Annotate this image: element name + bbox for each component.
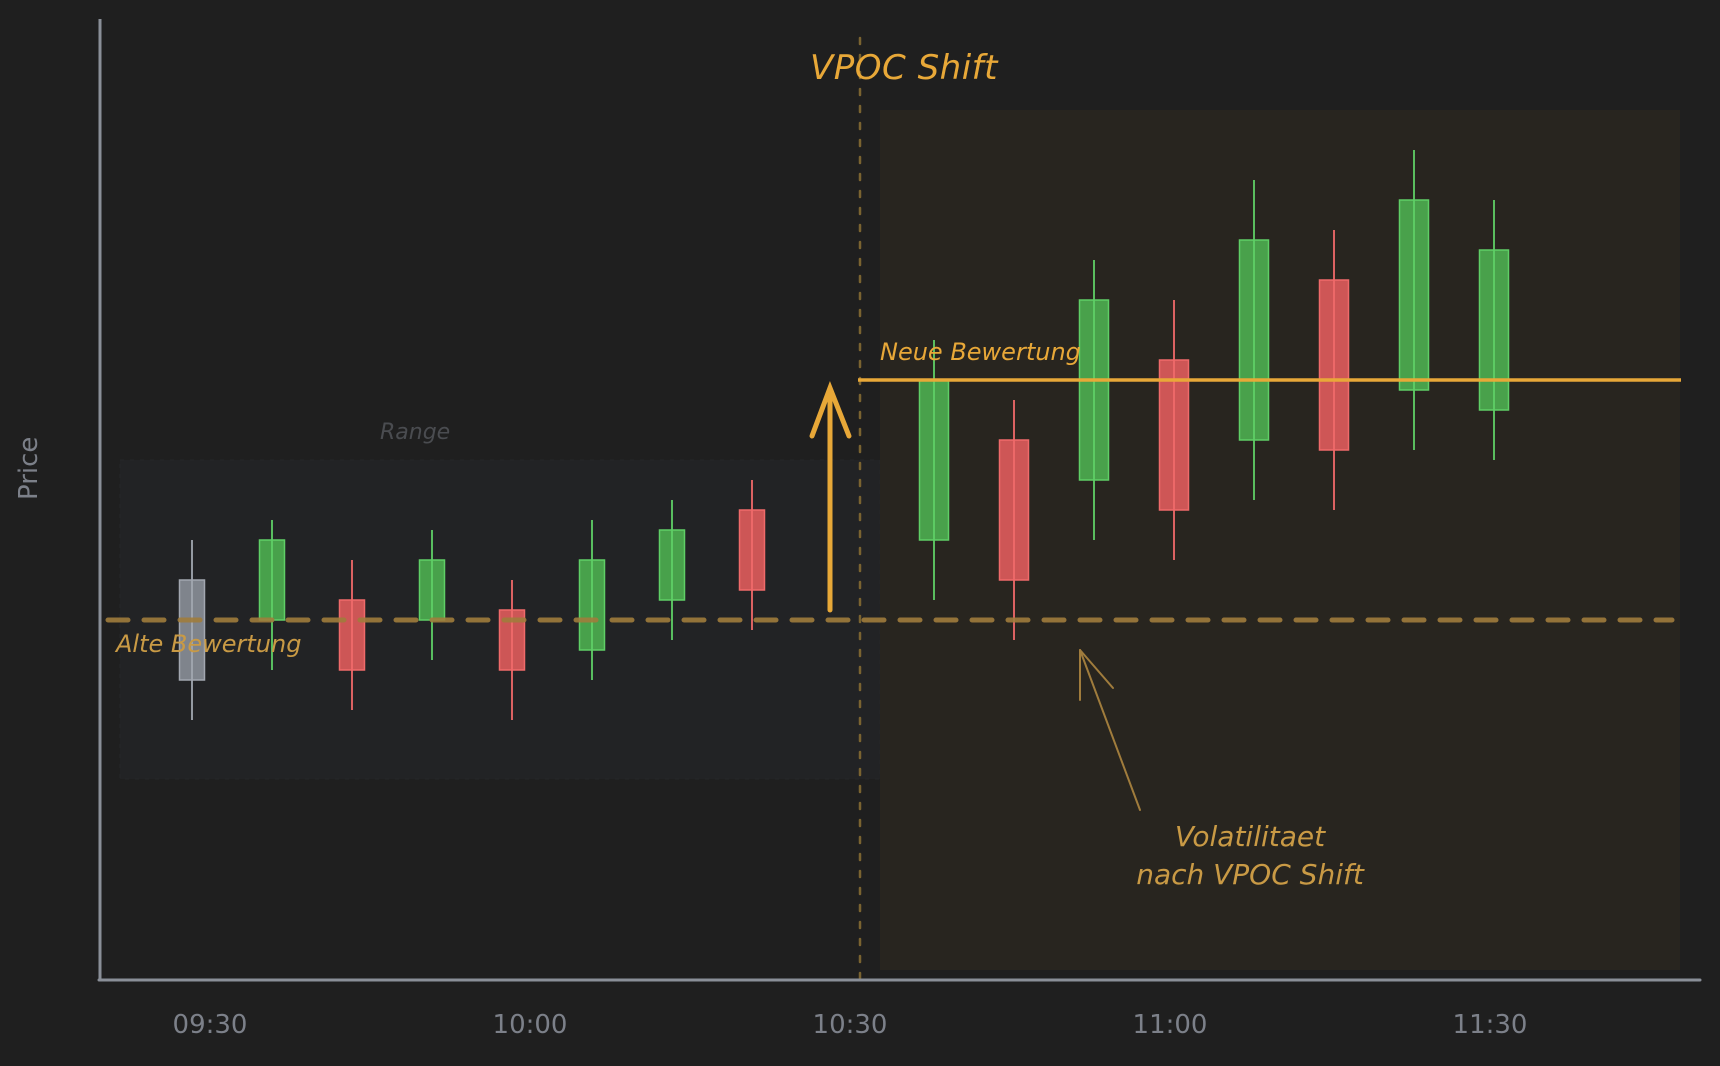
candle [1078, 260, 1110, 540]
candle [738, 480, 766, 630]
x-tick-label: 10:30 [812, 1010, 888, 1040]
candle [1318, 230, 1350, 510]
volatility-pointer-arrow-icon [1079, 649, 1141, 811]
range-region-label: Range [380, 420, 451, 445]
candle [998, 400, 1030, 640]
candle [578, 520, 606, 680]
x-tick-label: 11:00 [1132, 1010, 1208, 1040]
candle [658, 500, 686, 640]
candle [418, 530, 446, 660]
candle [1478, 200, 1510, 460]
y-axis-label: Price [14, 436, 44, 500]
candle [338, 560, 366, 710]
x-tick-label: 11:30 [1452, 1010, 1528, 1040]
candle [178, 540, 206, 720]
volatility-annotation-line-2: nach VPOC Shift [1136, 858, 1364, 891]
candles-group [178, 150, 1510, 720]
candle [918, 340, 950, 600]
alte-bewertung-label: Alte Bewertung [116, 630, 302, 658]
candle [1238, 180, 1270, 500]
volatility-annotation: Volatilitaet nach VPOC Shift [1136, 818, 1364, 894]
x-tick-label: 09:30 [172, 1010, 248, 1040]
volatility-annotation-line-1: Volatilitaet [1174, 820, 1326, 853]
chart-title: VPOC Shift [810, 48, 998, 88]
candle [1398, 150, 1430, 450]
shift-arrow-icon [809, 381, 852, 613]
x-tick-label: 10:00 [492, 1010, 568, 1040]
neue-bewertung-label: Neue Bewertung [880, 338, 1081, 366]
candle [1158, 300, 1190, 560]
